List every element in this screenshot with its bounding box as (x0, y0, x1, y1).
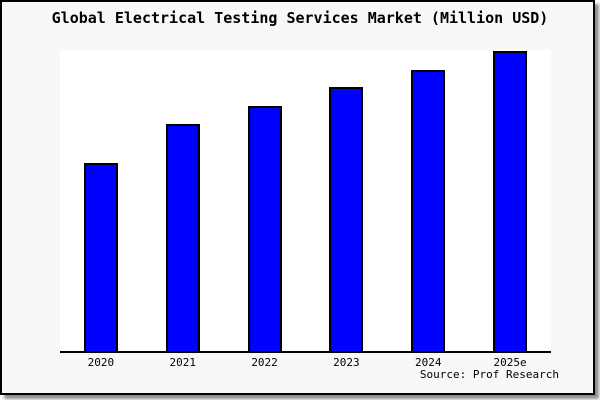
bar-2021 (165, 124, 200, 351)
x-axis-labels: 2020 2021 2022 2023 2024 2025e (60, 356, 551, 369)
bar-2024 (411, 70, 446, 351)
chart-title: Global Electrical Testing Services Marke… (51, 9, 549, 27)
bar-2020 (83, 163, 118, 351)
bar-2022 (247, 106, 282, 351)
plot-area (60, 50, 551, 353)
bar-2023 (329, 87, 364, 351)
x-tick-2025e: 2025e (493, 356, 527, 369)
bar-2025e (493, 51, 528, 351)
x-tick-2023: 2023 (333, 356, 360, 369)
x-tick-2020: 2020 (87, 356, 115, 369)
x-tick-2021: 2021 (169, 356, 196, 369)
x-tick-2024: 2024 (414, 356, 442, 369)
x-tick-2022: 2022 (251, 356, 278, 369)
source-note: Source: Prof Research (419, 368, 559, 381)
